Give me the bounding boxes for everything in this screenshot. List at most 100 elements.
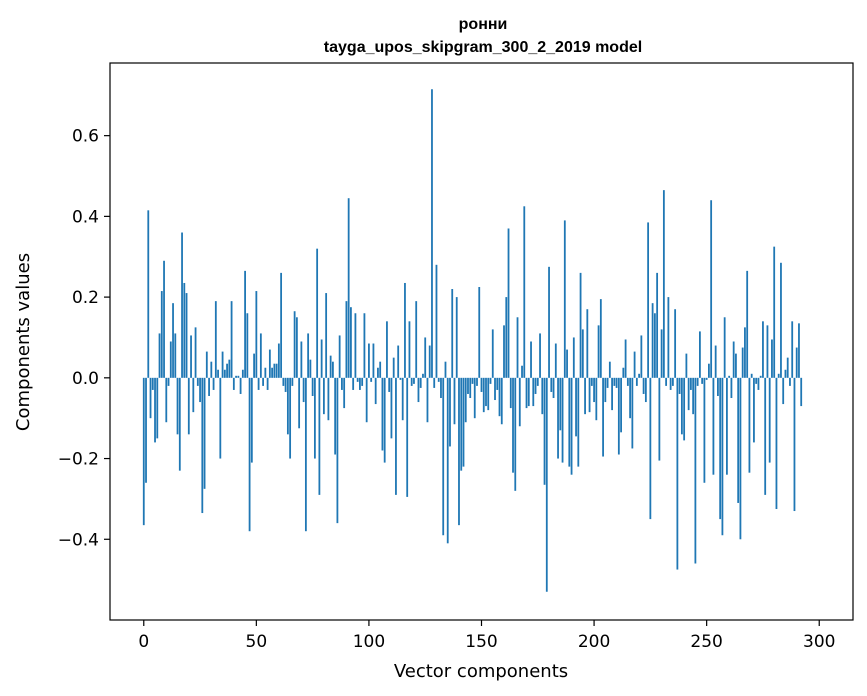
bar xyxy=(237,375,240,378)
bar xyxy=(250,377,253,463)
bar xyxy=(415,301,418,378)
bar xyxy=(424,337,427,378)
bar xyxy=(347,198,350,378)
bar xyxy=(656,272,659,378)
bar xyxy=(316,248,319,378)
bar xyxy=(359,377,361,390)
bar xyxy=(388,377,391,392)
bar xyxy=(368,343,370,378)
bar xyxy=(329,355,332,378)
x-tick-label: 300 xyxy=(803,632,835,652)
bar xyxy=(606,377,609,388)
bar xyxy=(253,353,255,378)
x-tick-label: 150 xyxy=(465,632,497,652)
bar xyxy=(608,361,611,378)
bar xyxy=(548,266,550,378)
bar xyxy=(413,377,415,384)
bar xyxy=(689,377,692,390)
bar xyxy=(759,375,762,378)
bar xyxy=(428,345,431,378)
bar xyxy=(509,377,512,409)
bar xyxy=(190,335,192,378)
bar xyxy=(635,377,638,386)
bar xyxy=(271,367,274,378)
bar xyxy=(561,377,564,463)
x-tick-label: 250 xyxy=(690,632,722,652)
bar xyxy=(221,351,224,378)
bar xyxy=(309,359,312,378)
bar xyxy=(653,313,656,378)
bar xyxy=(298,377,301,429)
y-tick-label: 0.0 xyxy=(72,369,99,389)
bar xyxy=(417,377,420,403)
bar xyxy=(268,349,271,378)
bar xyxy=(683,377,686,441)
bar xyxy=(671,377,674,386)
bar xyxy=(586,309,589,378)
bar xyxy=(313,377,316,459)
bar xyxy=(487,377,490,411)
bar xyxy=(581,329,584,378)
chart-title-model: tayga_upos_skipgram_300_2_2019 model xyxy=(324,39,642,56)
bar xyxy=(554,343,557,378)
bar xyxy=(352,377,355,390)
bar xyxy=(273,363,276,378)
bar xyxy=(471,377,474,384)
bar xyxy=(363,313,366,378)
bar xyxy=(338,335,341,378)
bar xyxy=(232,377,235,390)
bar xyxy=(289,377,292,459)
bar xyxy=(282,377,285,386)
bar xyxy=(205,351,208,378)
bar xyxy=(172,303,174,378)
bar xyxy=(295,317,298,378)
bar xyxy=(584,377,586,415)
bar xyxy=(665,377,668,386)
bar xyxy=(390,377,393,439)
bar xyxy=(230,301,233,378)
bar xyxy=(257,377,260,390)
bar xyxy=(730,377,733,399)
bar xyxy=(455,297,458,378)
bar xyxy=(176,377,179,435)
bar xyxy=(669,377,672,390)
bar xyxy=(768,377,771,463)
bar xyxy=(419,377,422,388)
bar xyxy=(507,228,510,378)
y-tick-label: 0.6 xyxy=(72,127,99,147)
bar xyxy=(516,317,519,378)
bar xyxy=(322,377,325,415)
bar xyxy=(753,377,755,443)
bar xyxy=(374,377,377,405)
bar xyxy=(631,377,634,449)
bar xyxy=(714,345,717,378)
bar xyxy=(543,377,546,485)
bar xyxy=(214,301,217,378)
bar xyxy=(737,377,740,503)
bar xyxy=(532,377,535,407)
bar xyxy=(590,377,593,386)
bar xyxy=(302,377,305,403)
bar xyxy=(798,323,800,378)
bar xyxy=(676,377,679,570)
bar xyxy=(615,377,618,388)
bar xyxy=(381,377,384,451)
bar xyxy=(192,377,195,413)
bar xyxy=(644,377,647,403)
bar xyxy=(178,377,181,471)
bar xyxy=(687,377,690,411)
bar xyxy=(199,377,201,403)
chart-title-word: ронни xyxy=(459,16,508,33)
bar xyxy=(777,373,780,378)
bar xyxy=(500,377,503,425)
bar xyxy=(789,377,791,386)
bar xyxy=(334,377,337,455)
bar xyxy=(662,190,665,378)
bar xyxy=(775,377,778,510)
bar xyxy=(158,333,161,378)
bar xyxy=(275,363,278,378)
bar xyxy=(464,377,467,423)
bar xyxy=(541,377,544,415)
bar xyxy=(440,377,442,399)
bar xyxy=(712,377,715,475)
